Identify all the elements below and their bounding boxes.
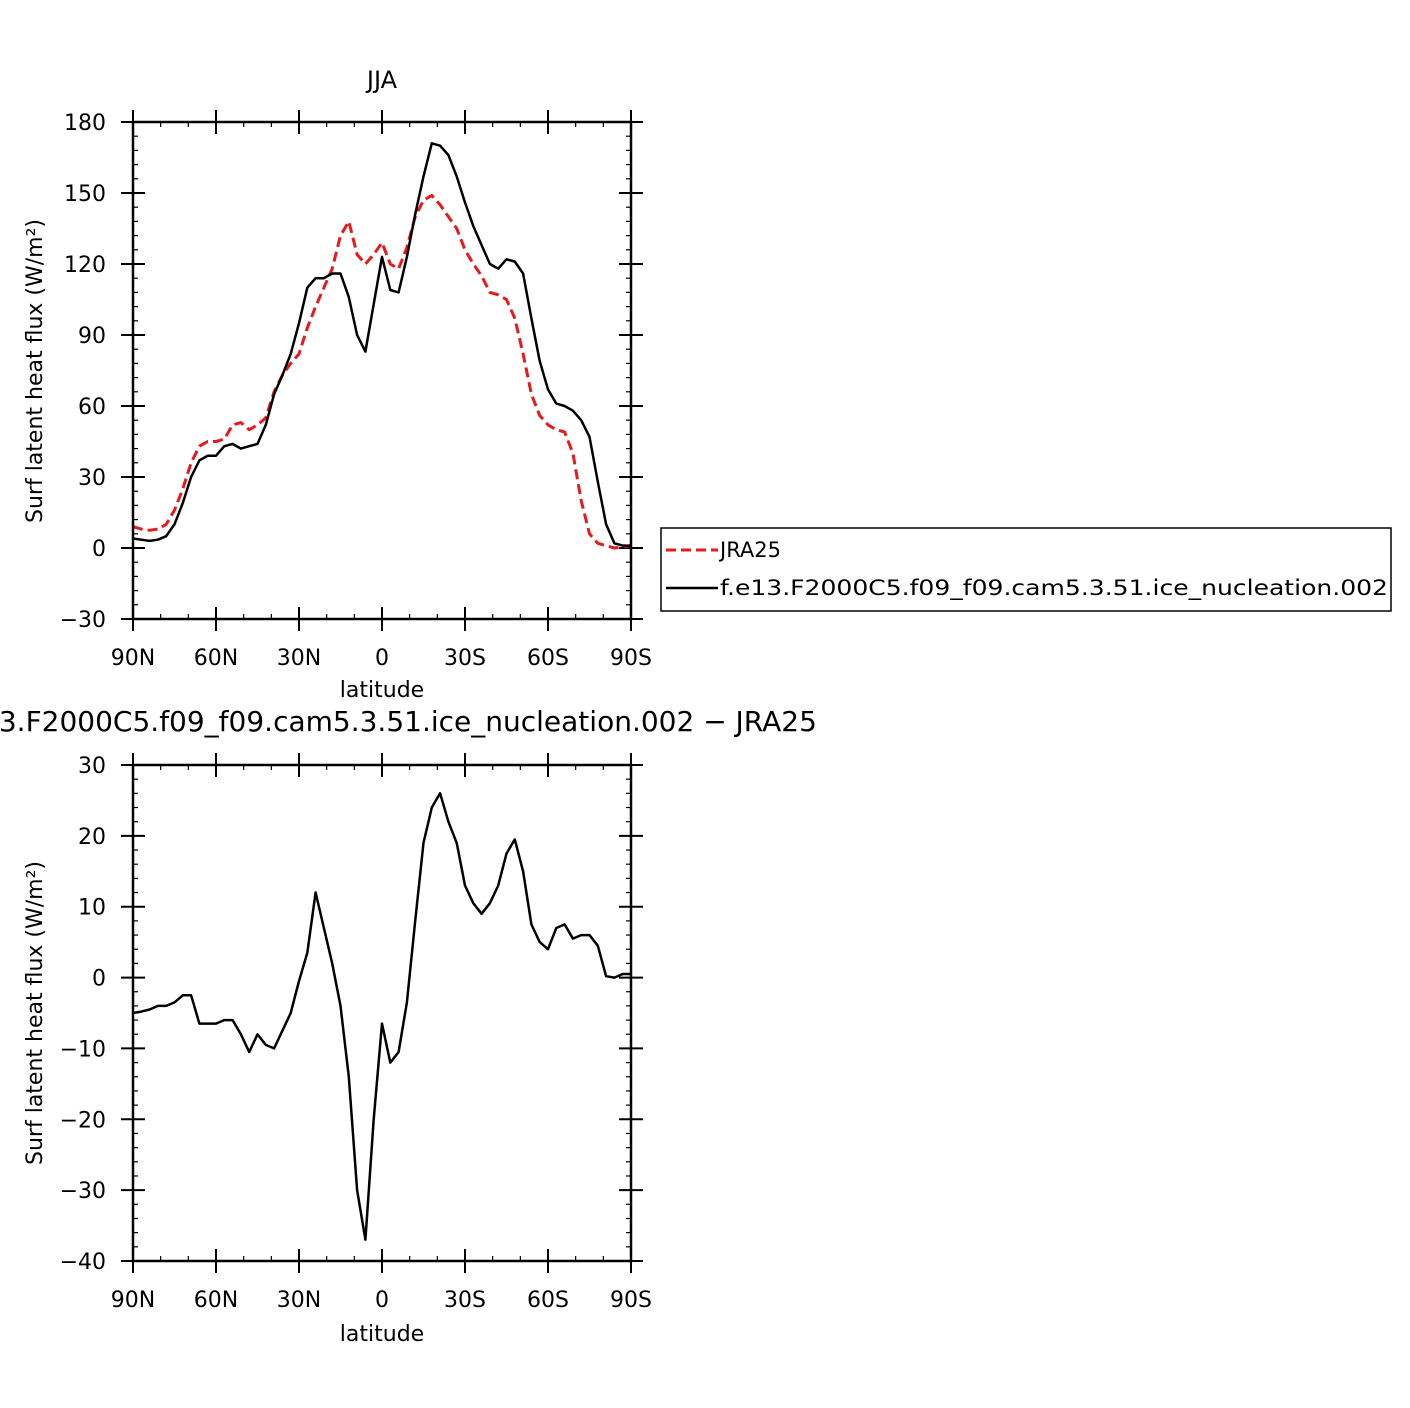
y-tick-label: −10: [60, 1037, 106, 1062]
plot-area: −30 0 30 60 90 120 150 180 90N 60N 30N 0 30S 60S 90S: [60, 110, 652, 671]
y-tick-label: 60: [78, 395, 106, 420]
x-tick-label: 60S: [527, 1288, 569, 1313]
x-tick-label: 0: [375, 646, 389, 671]
x-tick-label: 30N: [277, 1288, 321, 1313]
x-tick-label: 30S: [444, 646, 486, 671]
x-tick-label: 90N: [111, 646, 155, 671]
x-tick-label: 60S: [527, 646, 569, 671]
x-tick-label: 0: [375, 1288, 389, 1313]
y-tick-label: 180: [64, 111, 106, 136]
legend: JRA25 f.e13.F2000C5.f09_f09.cam5.3.51.ic…: [660, 527, 1392, 612]
x-tick-label: 60N: [194, 1288, 238, 1313]
bottom-panel: f.e13.F2000C5.f09_f09.cam5.3.51.ice_nucl…: [0, 705, 817, 1347]
x-tick-label: 30S: [444, 1288, 486, 1313]
y-tick-label: −30: [60, 608, 106, 633]
y-tick-label: 150: [64, 182, 106, 207]
legend-label-jra25: JRA25: [718, 538, 781, 562]
y-axis-label: Surf latent heat flux (W/m²): [23, 219, 48, 523]
y-tick-label: 90: [78, 324, 106, 349]
y-tick-label: 0: [92, 967, 106, 992]
y-tick-label: 0: [92, 537, 106, 562]
series-line-jra25: [132, 193, 632, 550]
x-axis-label: latitude: [340, 678, 424, 703]
y-tick-label: 10: [78, 896, 106, 921]
y-tick-label: 120: [64, 253, 106, 278]
plot-area: −40 −30 −20 −10 0 10 20 30 90N 60N 30N 0 30S 60S 90S: [60, 753, 652, 1313]
legend-label-model: f.e13.F2000C5.f09_f09.cam5.3.51.ice_nucl…: [720, 576, 1388, 601]
plot-frame: [131, 763, 633, 1263]
y-tick-label: 30: [78, 754, 106, 779]
plot-frame: [131, 120, 633, 621]
y-tick-label: −20: [60, 1108, 106, 1133]
series-line-f-e13-f2000c5-f09-f09-cam5-3-5: [132, 142, 631, 547]
y-tick-label: −30: [60, 1179, 106, 1204]
y-tick-label: −40: [60, 1250, 106, 1275]
chart-title: f.e13.F2000C5.f09_f09.cam5.3.51.ice_nucl…: [0, 705, 817, 738]
y-tick-label: 20: [78, 825, 106, 850]
x-tick-label: 90S: [610, 1288, 652, 1313]
chart-title: JJA: [365, 66, 398, 94]
y-axis-label: Surf latent heat flux (W/m²): [23, 861, 48, 1165]
x-axis-label: latitude: [340, 1322, 424, 1347]
top-panel: JJA −30 0 30 60 90 120 150 180 90N 60N 30N 0 30S 60S 9…: [23, 66, 652, 703]
legend-box: [660, 527, 1392, 612]
y-tick-label: 30: [78, 466, 106, 491]
x-tick-label: 60N: [194, 646, 238, 671]
x-tick-label: 90S: [610, 646, 652, 671]
series-line-difference: [132, 792, 631, 1241]
x-tick-label: 30N: [277, 646, 321, 671]
x-tick-label: 90N: [111, 1288, 155, 1313]
